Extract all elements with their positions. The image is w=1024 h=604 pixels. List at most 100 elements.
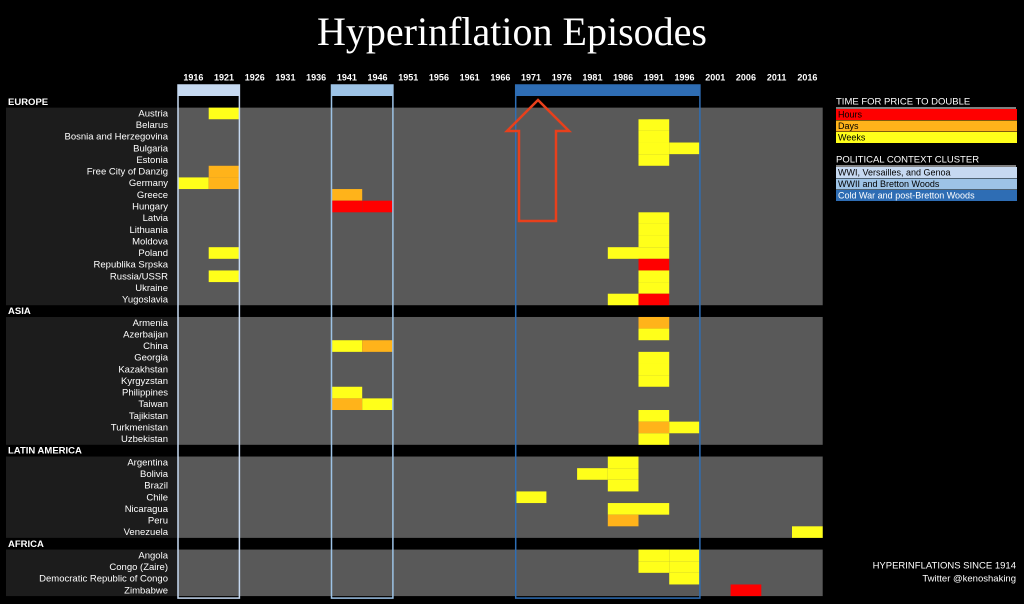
country-label: Free City of Danzig [87,167,168,178]
episode-cell [669,421,700,434]
episode-cell [331,398,363,411]
country-label: Greece [137,190,168,201]
episode-cell [638,328,670,341]
legend-label: Days [838,121,859,131]
region-label: EUROPE [8,97,48,108]
cluster-legend-title: POLITICAL CONTEXT CLUSTER [836,155,979,166]
x-tick-label: 1946 [368,72,388,82]
episode-cell [638,561,670,573]
episode-cell [331,189,363,201]
episode-cell [638,223,670,236]
country-label: China [143,341,169,352]
cluster-header [331,85,393,96]
episode-cell [331,200,363,213]
episode-cell [607,468,639,480]
x-tick-label: 1981 [582,72,602,82]
country-label: Moldova [132,236,169,247]
x-tick-label: 2016 [797,72,817,82]
legend-swatch [836,190,1017,201]
episode-cell [638,235,670,248]
country-label: Angola [138,550,168,561]
episode-cell [669,549,700,562]
episode-cell [638,549,670,562]
grid-band [178,107,823,306]
country-label: Peru [148,516,168,527]
x-tick-label: 1941 [337,72,357,82]
episode-cell [362,398,393,411]
x-tick-label: 2001 [705,72,725,82]
x-tick-label: 1971 [521,72,541,82]
speed-legend-title: TIME FOR PRICE TO DOUBLE [836,97,970,108]
episode-cell [638,316,670,329]
x-tick-label: 1921 [214,72,234,82]
episode-cell [331,340,363,352]
credit: Twitter @kenoshaking [922,574,1016,585]
x-tick-label: 1966 [490,72,510,82]
episode-cell [638,119,670,131]
country-label: Poland [138,248,168,259]
region-label: LATIN AMERICA [8,446,82,457]
episode-cell [730,584,762,597]
cluster-header [515,85,700,96]
x-tick-label: 1991 [644,72,664,82]
episode-cell [669,572,700,585]
cluster-box [177,84,241,599]
label-band [6,456,178,538]
x-tick-label: 1926 [245,72,265,82]
country-label: Brazil [144,481,168,492]
episode-cell [208,270,240,283]
country-label: Austria [138,108,168,119]
country-label: Democratic Republic of Congo [39,574,168,585]
country-label: Uzbekistan [121,434,168,445]
legend-label: WWII and Bretton Woods [838,179,940,189]
episode-cell [362,200,393,213]
x-tick-label: 1956 [429,72,449,82]
country-label: Yugoslavia [122,295,169,306]
x-tick-label: 1916 [183,72,203,82]
country-label: Chile [146,492,168,503]
episode-cell [638,130,670,143]
country-label: Turkmenistan [111,422,168,433]
episode-cell [638,410,670,422]
label-band [6,316,178,445]
arrow [503,98,573,223]
legend-swatch [836,132,1017,143]
episode-cell [208,177,240,190]
country-label: Bulgaria [133,143,169,154]
legend-label: WWI, Versailles, and Genoa [838,167,951,177]
country-label: Venezuela [124,527,169,538]
episode-cell [669,561,700,573]
country-label: Ukraine [135,283,168,294]
episode-cell [792,526,823,538]
cluster-box [330,84,394,599]
label-band [6,107,178,306]
country-label: Republika Srpska [94,260,169,271]
label-band [6,549,178,597]
country-label: Taiwan [138,399,168,410]
episode-cell [638,270,670,283]
episode-cell [638,154,670,166]
x-tick-label: 2006 [736,72,756,82]
x-tick-label: 1976 [552,72,572,82]
episode-cell [208,247,240,259]
x-tick-label: 1951 [398,72,418,82]
region-row [0,537,823,550]
x-tick-label: 2011 [767,72,787,82]
country-label: Bolivia [140,469,169,480]
country-label: Estonia [136,155,168,166]
x-tick-label: 1986 [613,72,633,82]
x-tick-label: 1961 [460,72,480,82]
country-label: Russia/USSR [110,271,168,282]
region-row [0,305,823,317]
country-label: Philippines [122,388,168,399]
episode-cell [607,503,639,515]
country-label: Kyrgyzstan [121,376,168,387]
episode-cell [669,142,700,155]
cluster-header [178,85,240,96]
country-label: Azerbaijan [123,329,168,340]
episode-cell [208,107,240,120]
episode-cell [178,177,209,190]
country-label: Germany [129,178,168,189]
country-label: Zimbabwe [124,585,168,596]
